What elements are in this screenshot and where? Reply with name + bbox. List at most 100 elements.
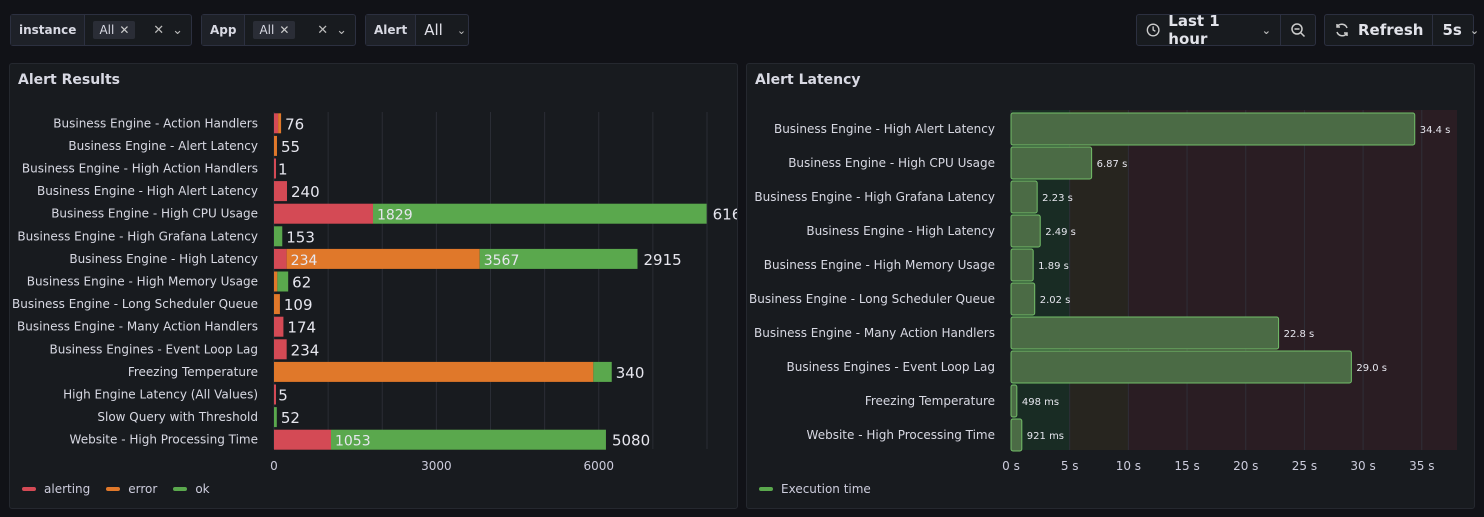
legend-item-ok[interactable]: ok (173, 482, 210, 496)
bar-value-label: 22.8 s (1284, 329, 1315, 340)
bar-value-label: 2.49 s (1045, 227, 1076, 238)
category-label: Business Engine - High Action Handlers (22, 162, 258, 176)
bar-alerting (274, 316, 284, 337)
chevron-down-icon: ⌄ (1261, 23, 1271, 37)
x-tick-label: 0 s (1002, 459, 1020, 473)
bar-value-label: 5080 (612, 432, 650, 450)
bar-error (274, 294, 280, 315)
alert-results-panel: Alert Results 0 3000 6000 Business Engine -… (9, 63, 738, 509)
x-tick-label: 3000 (421, 459, 452, 473)
latency-bar (1010, 248, 1034, 282)
bar-value-label: 1829 (377, 208, 413, 224)
alert-select[interactable]: All ⌄ (416, 15, 474, 45)
bar-value-label: 5 (278, 387, 288, 405)
time-range-button[interactable]: Last 1 hour ⌄ (1137, 12, 1280, 48)
zoom-out-icon (1291, 23, 1306, 38)
bar-alerting (274, 339, 287, 360)
bar-alerting (274, 181, 287, 202)
category-label: Business Engine - Long Scheduler Queue (749, 292, 995, 306)
bar-alerting (274, 384, 276, 405)
bar-ok (593, 361, 612, 382)
time-range-picker[interactable]: Last 1 hour ⌄ (1136, 12, 1316, 48)
x-tick-label: 10 s (1116, 459, 1141, 473)
app-select[interactable]: All ✕ ✕ ⌄ (245, 15, 355, 45)
legend-label: alerting (44, 482, 91, 496)
refresh-label: Refresh (1358, 21, 1424, 39)
bar-value-label: 2915 (644, 251, 682, 269)
bar-alerting (274, 248, 287, 269)
legend-swatch (22, 487, 36, 491)
latency-bar (1010, 350, 1352, 384)
bar-value-label: 34.4 s (1420, 125, 1451, 136)
legend-swatch (106, 487, 121, 491)
app-chip[interactable]: All ✕ (253, 21, 296, 39)
instance-select[interactable]: All ✕ ✕ ⌄ (85, 15, 191, 45)
legend-label: error (128, 482, 158, 496)
bar-value-label: 3567 (484, 253, 520, 269)
legend-item-alerting[interactable]: alerting (22, 482, 90, 496)
refresh-picker[interactable]: Refresh 5s ⌄ (1324, 14, 1479, 46)
x-tick-label: 20 s (1233, 459, 1258, 473)
category-label: Business Engine - Many Action Handlers (17, 320, 258, 334)
legend-item-execution-time[interactable]: Execution time (759, 482, 871, 496)
alert-variable[interactable]: Alert All ⌄ (365, 14, 469, 46)
x-tick-label: 35 s (1409, 459, 1434, 473)
alert-latency-chart: 0 s 5 s 10 s 15 s 20 s 25 s 30 s 35 s Business E… (749, 110, 1457, 473)
alert-latency-panel: Alert Latency 0 s 5 s 10 s 15 s 20 s 25 s 30 s… (746, 63, 1475, 509)
x-tick-label: 5 s (1061, 459, 1079, 473)
bar-value-label: 29.0 s (1356, 363, 1387, 374)
category-label: Business Engine - High Latency (69, 252, 258, 266)
bar-value-label: 2.02 s (1040, 295, 1071, 306)
chevron-down-icon[interactable]: ⌄ (456, 23, 467, 37)
category-label: Website - High Processing Time (807, 428, 995, 442)
refresh-interval-select[interactable]: 5s ⌄ (1432, 15, 1484, 45)
chevron-down-icon[interactable]: ⌄ (172, 23, 183, 38)
category-label: Freezing Temperature (128, 365, 258, 379)
bar-error (274, 135, 277, 156)
bar-value-label: 921 ms (1027, 431, 1064, 442)
legend-item-error[interactable]: error (106, 482, 157, 496)
bar-value-label: 55 (281, 138, 300, 156)
bar-value-label: 498 ms (1022, 397, 1059, 408)
x-tick-label: 25 s (1292, 459, 1317, 473)
chevron-down-icon[interactable]: ⌄ (336, 23, 347, 38)
threshold-critical-band (1128, 110, 1457, 450)
latency-bar (1010, 418, 1023, 452)
alert-results-chart: 0 3000 6000 Business Engine - Action Handle… (12, 112, 737, 473)
latency-bar (1010, 384, 1018, 418)
clear-icon[interactable]: ✕ (153, 23, 165, 38)
instance-chip-label: All (99, 23, 115, 37)
latency-bar (1010, 146, 1093, 180)
category-label: Business Engine - High CPU Usage (51, 207, 258, 221)
bar-value-label: 1.89 s (1038, 261, 1069, 272)
bar-error (274, 271, 278, 292)
bar-value-label: 2.23 s (1042, 193, 1073, 204)
bar-value-label: 1053 (335, 434, 371, 450)
instance-chip[interactable]: All ✕ (93, 21, 136, 39)
bar-value-label: 109 (284, 296, 313, 314)
bar-ok (372, 203, 707, 224)
bar-alerting (274, 203, 373, 224)
category-label: Business Engine - High Memory Usage (27, 275, 258, 289)
x-tick-label: 6000 (583, 459, 614, 473)
remove-chip-icon[interactable]: ✕ (119, 23, 130, 37)
bar-value-label: 6164 (713, 206, 737, 224)
category-label: Business Engines - Event Loop Lag (49, 342, 258, 356)
category-label: Business Engine - High Alert Latency (774, 122, 995, 136)
app-variable[interactable]: App All ✕ ✕ ⌄ (201, 14, 356, 46)
x-tick-label: 30 s (1350, 459, 1375, 473)
clear-icon[interactable]: ✕ (317, 23, 329, 38)
latency-bar (1010, 316, 1280, 350)
latency-bar (1010, 112, 1416, 146)
bar-error (278, 113, 282, 134)
bar-ok (330, 429, 606, 450)
alert-value: All (424, 21, 443, 39)
bar-value-label: 340 (616, 364, 645, 382)
zoom-out-button[interactable] (1280, 15, 1315, 45)
category-label: Business Engine - Long Scheduler Queue (12, 297, 258, 311)
category-label: Business Engine - High Grafana Latency (754, 190, 995, 204)
instance-variable[interactable]: instance All ✕ ✕ ⌄ (10, 14, 192, 46)
refresh-button[interactable]: Refresh (1325, 15, 1432, 45)
bar-value-label: 240 (291, 183, 320, 201)
remove-chip-icon[interactable]: ✕ (279, 23, 290, 37)
